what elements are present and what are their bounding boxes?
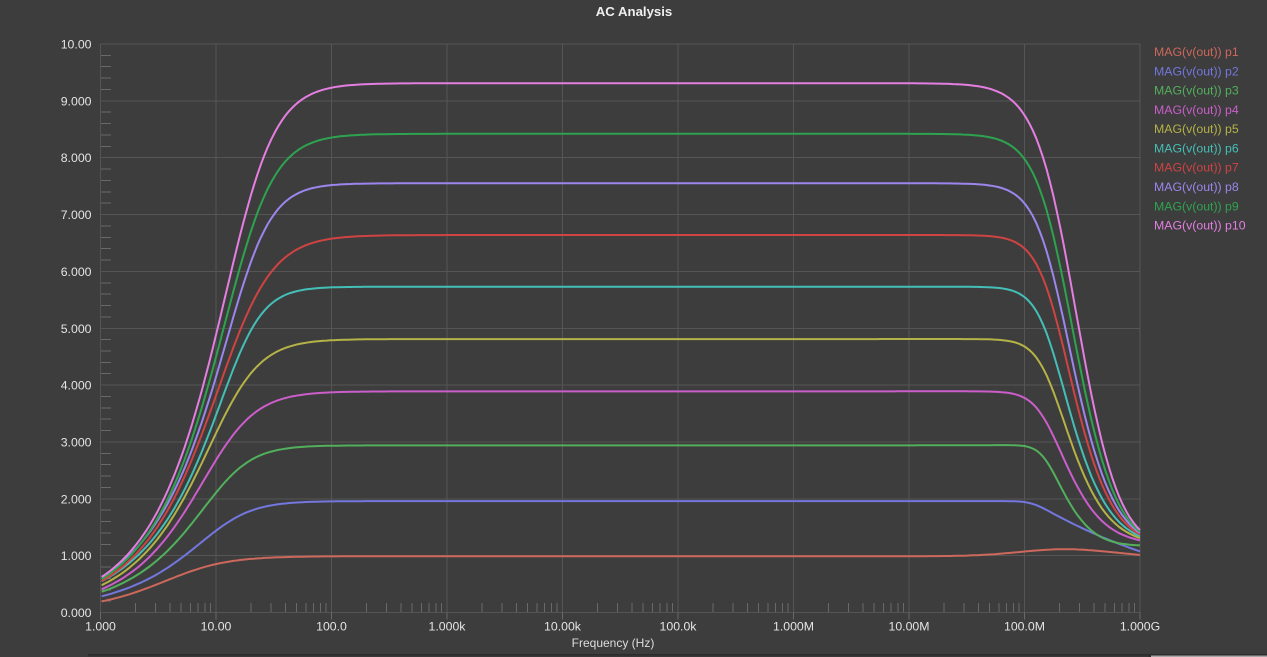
svg-text:10.00M: 10.00M: [888, 620, 929, 634]
svg-text:MAG(v(out)) p8: MAG(v(out)) p8: [1154, 180, 1239, 194]
svg-text:MAG(v(out)) p9: MAG(v(out)) p9: [1154, 199, 1239, 213]
svg-text:MAG(v(out)) p5: MAG(v(out)) p5: [1154, 122, 1239, 136]
svg-text:MAG(v(out)) p10: MAG(v(out)) p10: [1154, 219, 1246, 233]
svg-text:2.000: 2.000: [61, 492, 92, 506]
svg-text:MAG(v(out)) p6: MAG(v(out)) p6: [1154, 141, 1239, 155]
svg-text:MAG(v(out)) p2: MAG(v(out)) p2: [1154, 64, 1239, 78]
svg-text:MAG(v(out)) p3: MAG(v(out)) p3: [1154, 84, 1239, 98]
svg-text:1.000k: 1.000k: [429, 620, 467, 634]
svg-text:10.00: 10.00: [61, 38, 92, 52]
svg-text:100.0k: 100.0k: [660, 620, 698, 634]
svg-text:1.000M: 1.000M: [773, 620, 814, 634]
svg-text:5.000: 5.000: [61, 322, 92, 336]
svg-text:MAG(v(out)) p1: MAG(v(out)) p1: [1154, 45, 1239, 59]
svg-text:100.0M: 100.0M: [1004, 620, 1045, 634]
svg-text:1.000: 1.000: [61, 549, 92, 563]
svg-text:MAG(v(out)) p4: MAG(v(out)) p4: [1154, 103, 1239, 117]
svg-text:10.00: 10.00: [201, 620, 232, 634]
svg-text:100.0: 100.0: [316, 620, 347, 634]
svg-text:3.000: 3.000: [61, 435, 92, 449]
svg-text:1.000: 1.000: [85, 620, 116, 634]
svg-text:Frequency (Hz): Frequency (Hz): [572, 636, 655, 650]
svg-text:AC Analysis: AC Analysis: [596, 4, 672, 19]
svg-text:1.000G: 1.000G: [1120, 620, 1160, 634]
svg-text:7.000: 7.000: [61, 208, 92, 222]
svg-text:4.000: 4.000: [61, 379, 92, 393]
svg-text:9.000: 9.000: [61, 94, 92, 108]
svg-text:8.000: 8.000: [61, 151, 92, 165]
svg-text:MAG(v(out)) p7: MAG(v(out)) p7: [1154, 161, 1239, 175]
svg-text:0.000: 0.000: [61, 606, 92, 620]
svg-text:6.000: 6.000: [61, 265, 92, 279]
svg-text:10.00k: 10.00k: [544, 620, 582, 634]
